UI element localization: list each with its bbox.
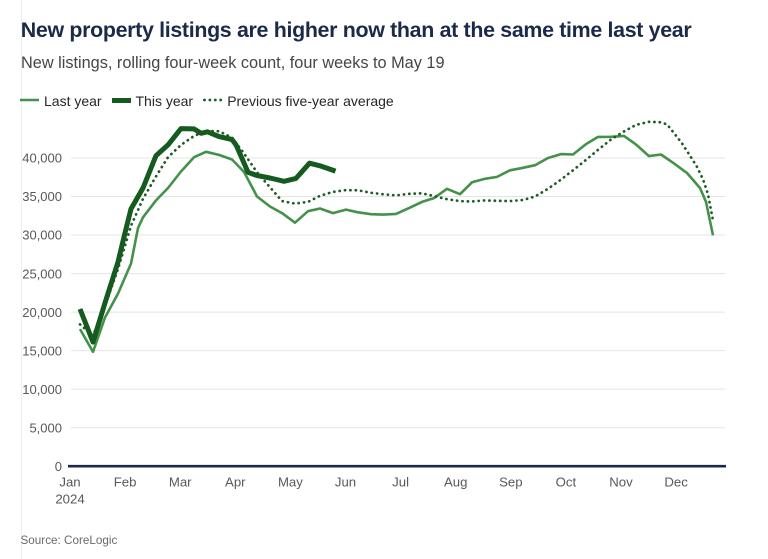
svg-text:Feb: Feb (114, 474, 137, 489)
svg-text:20,000: 20,000 (22, 305, 62, 320)
svg-text:Oct: Oct (556, 474, 577, 489)
svg-text:5,000: 5,000 (29, 420, 62, 435)
svg-text:2024: 2024 (55, 491, 84, 506)
svg-text:25,000: 25,000 (22, 266, 62, 281)
svg-text:40,000: 40,000 (22, 151, 62, 166)
svg-text:May: May (278, 474, 303, 489)
svg-text:Jan: Jan (59, 474, 80, 489)
svg-text:15,000: 15,000 (22, 343, 62, 358)
svg-text:10,000: 10,000 (22, 382, 62, 397)
svg-text:Jun: Jun (335, 474, 356, 489)
svg-text:Apr: Apr (225, 474, 246, 489)
svg-text:Mar: Mar (169, 474, 192, 489)
svg-text:35,000: 35,000 (22, 189, 62, 204)
svg-text:30,000: 30,000 (22, 228, 62, 243)
svg-text:Jul: Jul (392, 474, 409, 489)
svg-text:Nov: Nov (609, 474, 633, 489)
svg-text:Aug: Aug (444, 474, 467, 489)
svg-text:0: 0 (55, 459, 62, 474)
svg-text:Dec: Dec (664, 474, 688, 489)
svg-text:Sep: Sep (499, 474, 522, 489)
